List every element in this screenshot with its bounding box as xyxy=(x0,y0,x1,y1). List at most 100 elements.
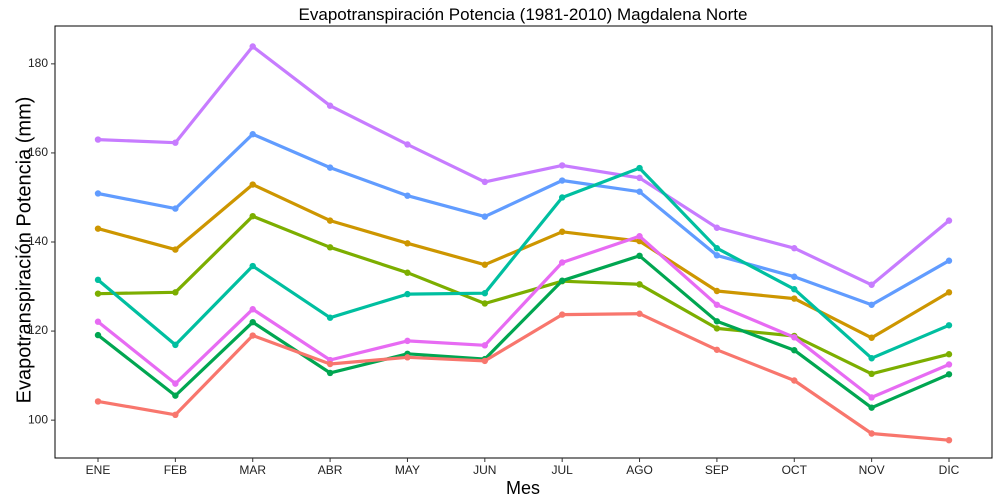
data-point xyxy=(404,141,411,148)
y-tick-label: 120 xyxy=(28,323,48,337)
data-point xyxy=(868,370,875,378)
data-point xyxy=(326,244,334,251)
data-point xyxy=(945,217,953,224)
data-point xyxy=(868,281,875,288)
data-point xyxy=(326,102,334,109)
data-point xyxy=(249,332,256,339)
data-point xyxy=(868,404,875,411)
data-point xyxy=(404,337,411,345)
data-point xyxy=(713,346,721,353)
data-point xyxy=(713,224,721,231)
x-tick-label: MAR xyxy=(239,463,266,477)
data-point xyxy=(326,217,334,224)
data-point xyxy=(249,131,256,138)
data-point xyxy=(172,205,179,212)
data-point xyxy=(94,290,102,297)
data-point xyxy=(791,347,798,354)
data-point xyxy=(868,394,875,401)
data-point xyxy=(172,380,179,387)
data-point xyxy=(636,164,643,172)
data-point xyxy=(481,261,489,268)
series-group xyxy=(94,233,953,401)
x-tick-label: FEB xyxy=(164,463,187,477)
data-point xyxy=(791,377,798,384)
data-point xyxy=(791,273,798,280)
y-tick-label: 180 xyxy=(28,56,48,70)
data-point xyxy=(481,213,489,220)
y-tick-label: 160 xyxy=(28,145,48,159)
data-point xyxy=(404,290,411,298)
data-point xyxy=(481,290,489,297)
data-point xyxy=(249,318,256,326)
series-layer xyxy=(94,43,953,444)
data-point xyxy=(713,245,721,252)
data-point xyxy=(172,289,179,296)
data-point xyxy=(172,246,179,253)
data-point xyxy=(636,174,643,182)
x-tick-label: ENE xyxy=(86,463,111,477)
y-tick-label: 100 xyxy=(28,412,48,426)
y-axis-title: Evapotranspiración Potencia (mm) xyxy=(13,97,35,404)
data-point xyxy=(404,192,411,199)
data-point xyxy=(945,361,953,368)
data-point xyxy=(94,318,102,325)
series-line xyxy=(96,214,951,376)
data-point xyxy=(558,228,566,235)
x-tick-label: AGO xyxy=(626,463,653,477)
series-group xyxy=(94,43,953,288)
data-point xyxy=(558,177,566,184)
data-point xyxy=(636,281,643,288)
data-point xyxy=(945,351,953,358)
data-point xyxy=(94,331,102,339)
data-point xyxy=(791,295,798,302)
data-point xyxy=(172,411,179,418)
x-tick-label: ABR xyxy=(318,463,343,477)
x-tick-label: DIC xyxy=(939,463,960,477)
data-point xyxy=(326,360,334,368)
data-point xyxy=(249,262,256,270)
data-point xyxy=(558,162,566,169)
data-point xyxy=(404,240,411,247)
axis-ticks: 100 120 140 160 180 ENE FEB MAR ABR MAY JUN JUL AGO S… xyxy=(28,56,960,477)
data-point xyxy=(868,301,875,308)
chart-title: Evapotranspiración Potencia (1981-2010) … xyxy=(299,5,748,24)
data-point xyxy=(172,139,179,146)
data-point xyxy=(713,301,721,308)
series-group xyxy=(94,164,953,362)
data-point xyxy=(94,225,102,232)
data-point xyxy=(636,188,643,195)
data-point xyxy=(945,289,953,296)
data-point xyxy=(481,342,489,349)
data-point xyxy=(249,212,256,220)
series-line xyxy=(96,182,951,340)
series-group xyxy=(94,252,953,411)
data-point xyxy=(868,334,875,341)
data-point xyxy=(713,318,721,325)
series-line xyxy=(96,44,951,287)
data-point xyxy=(326,369,334,377)
data-point xyxy=(713,252,721,259)
data-point xyxy=(558,259,566,266)
data-point xyxy=(868,355,875,362)
data-point xyxy=(249,181,256,188)
y-tick-label: 140 xyxy=(28,234,48,248)
data-point xyxy=(249,43,256,50)
data-point xyxy=(94,136,102,143)
data-point xyxy=(94,398,102,405)
data-point xyxy=(172,392,179,399)
data-point xyxy=(791,245,798,252)
series-line xyxy=(96,254,951,410)
data-point xyxy=(481,178,489,186)
data-point xyxy=(326,314,334,321)
data-point xyxy=(636,310,643,317)
data-point xyxy=(636,233,643,240)
x-tick-label: NOV xyxy=(859,463,885,477)
data-point xyxy=(945,371,953,378)
data-point xyxy=(326,164,334,171)
series-group xyxy=(94,310,953,444)
series-line xyxy=(96,166,951,360)
data-point xyxy=(94,190,102,197)
data-point xyxy=(945,257,953,264)
x-axis-title: Mes xyxy=(506,478,540,498)
